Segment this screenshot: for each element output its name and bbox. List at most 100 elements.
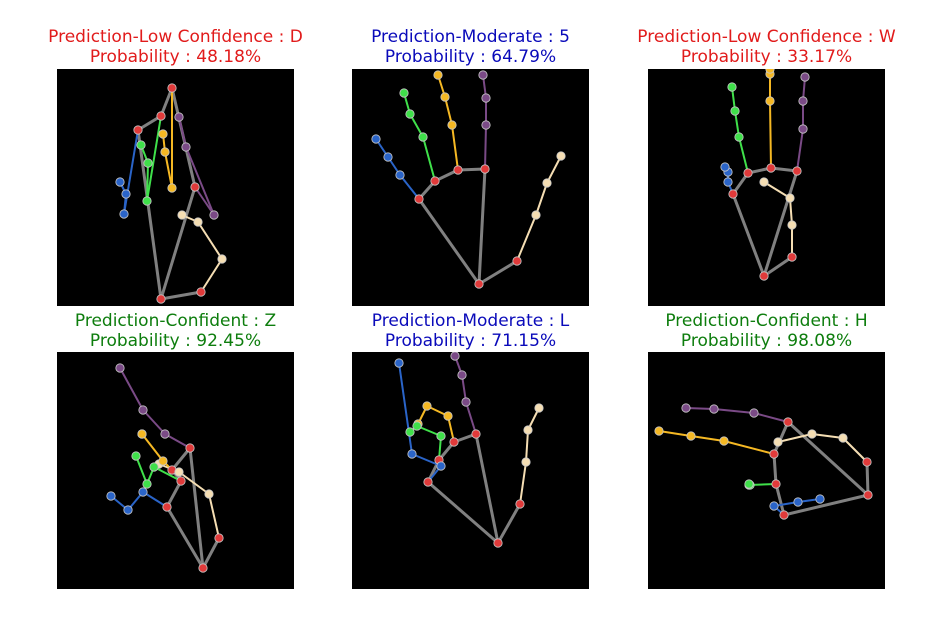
thumb-connection xyxy=(777,433,813,443)
pinky-landmark xyxy=(436,461,446,471)
ring-landmark xyxy=(412,421,422,431)
wrist-or-knuckle-landmark xyxy=(214,533,224,543)
thumb-landmark xyxy=(521,457,531,467)
index-landmark xyxy=(478,70,488,80)
pinky-landmark xyxy=(121,189,131,199)
probability-label: Probability : 71.15% xyxy=(384,331,557,351)
ring-connection xyxy=(738,136,749,174)
index-landmark xyxy=(457,370,467,380)
wrist-or-knuckle-landmark xyxy=(471,429,481,439)
thumb-landmark xyxy=(534,403,544,413)
pinky-landmark xyxy=(815,494,825,504)
index-landmark xyxy=(681,403,691,413)
middle-connection xyxy=(690,435,725,442)
index-landmark xyxy=(709,404,719,414)
palm-connection xyxy=(136,128,163,301)
pinky-connection xyxy=(399,174,420,200)
thumb-landmark xyxy=(787,220,797,230)
middle-landmark xyxy=(719,436,729,446)
middle-landmark xyxy=(765,69,775,74)
ring-connection xyxy=(153,466,182,482)
middle-landmark xyxy=(433,70,443,80)
panel-title: Prediction-Moderate : 5 Probability : 64… xyxy=(312,27,629,67)
middle-connection xyxy=(451,124,459,171)
thumb-landmark xyxy=(193,217,203,227)
middle-connection xyxy=(141,433,164,462)
palm-connection xyxy=(731,192,766,278)
ring-landmark xyxy=(405,109,415,119)
ring-landmark xyxy=(142,479,152,489)
middle-landmark xyxy=(686,431,696,441)
index-landmark xyxy=(800,72,810,82)
hand-landmark-image xyxy=(648,352,885,589)
palm-connection xyxy=(159,185,197,301)
thumb-connection xyxy=(519,461,527,505)
wrist-or-knuckle-landmark xyxy=(743,168,753,178)
hand-skeleton xyxy=(394,352,544,548)
index-landmark xyxy=(450,352,460,361)
palm-connection xyxy=(188,446,205,570)
wrist-or-knuckle-landmark xyxy=(769,449,779,459)
middle-connection xyxy=(723,440,775,455)
panel-title: Prediction-Confident : Z Probability : 9… xyxy=(17,311,334,351)
index-landmark xyxy=(181,142,191,152)
index-landmark xyxy=(481,93,491,103)
hand-skeleton xyxy=(106,363,224,573)
wrist-or-knuckle-landmark xyxy=(862,457,872,467)
thumb-connection xyxy=(842,437,868,463)
wrist-or-knuckle-landmark xyxy=(423,477,433,487)
index-landmark xyxy=(160,429,170,439)
pinky-landmark xyxy=(119,209,129,219)
index-landmark xyxy=(798,124,808,134)
panel-title: Prediction-Confident : H Probability : 9… xyxy=(608,311,925,351)
ring-landmark xyxy=(730,106,740,116)
ring-landmark xyxy=(143,158,153,168)
middle-landmark xyxy=(443,411,453,421)
middle-landmark xyxy=(158,456,168,466)
palm-connection xyxy=(782,493,870,517)
thumb-landmark xyxy=(177,210,187,220)
wrist-or-knuckle-landmark xyxy=(474,279,484,289)
ring-connection xyxy=(422,136,436,182)
index-connection xyxy=(119,367,144,411)
pinky-landmark xyxy=(138,487,148,497)
thumb-connection xyxy=(516,214,537,262)
probability-label: Probability : 48.18% xyxy=(89,47,262,67)
wrist-or-knuckle-landmark xyxy=(196,287,206,297)
middle-landmark xyxy=(167,183,177,193)
thumb-landmark xyxy=(773,437,783,447)
prediction-label: Prediction-Moderate : 5 xyxy=(371,27,570,47)
hand-skeleton xyxy=(115,83,227,304)
index-connection xyxy=(164,433,191,449)
wrist-or-knuckle-landmark xyxy=(414,194,424,204)
palm-connection xyxy=(201,536,221,570)
palm-connection xyxy=(496,502,522,545)
wrist-or-knuckle-landmark xyxy=(162,502,172,512)
index-landmark xyxy=(481,120,491,130)
thumb-connection xyxy=(200,258,223,293)
index-landmark xyxy=(749,408,759,418)
wrist-or-knuckle-landmark xyxy=(728,189,738,199)
hand-skeleton xyxy=(654,403,873,520)
index-connection xyxy=(796,128,804,172)
index-connection xyxy=(685,407,715,410)
middle-landmark xyxy=(422,401,432,411)
palm-connection xyxy=(786,420,870,497)
prediction-label: Prediction-Low Confidence : W xyxy=(637,27,896,47)
pinky-landmark xyxy=(407,449,417,459)
ring-connection xyxy=(146,162,149,202)
pinky-landmark xyxy=(106,491,116,501)
palm-connection xyxy=(477,259,519,286)
thumb-landmark xyxy=(807,429,817,439)
thumb-landmark xyxy=(542,178,552,188)
pinky-landmark xyxy=(115,177,125,187)
wrist-or-knuckle-landmark xyxy=(185,443,195,453)
palm-connection xyxy=(165,479,183,509)
palm-connection xyxy=(474,432,500,545)
thumb-connection xyxy=(811,433,844,439)
palm-connection xyxy=(159,290,203,301)
middle-connection xyxy=(444,96,453,126)
hand-landmark-image xyxy=(352,69,589,306)
wrist-or-knuckle-landmark xyxy=(759,271,769,281)
index-landmark xyxy=(174,112,184,122)
